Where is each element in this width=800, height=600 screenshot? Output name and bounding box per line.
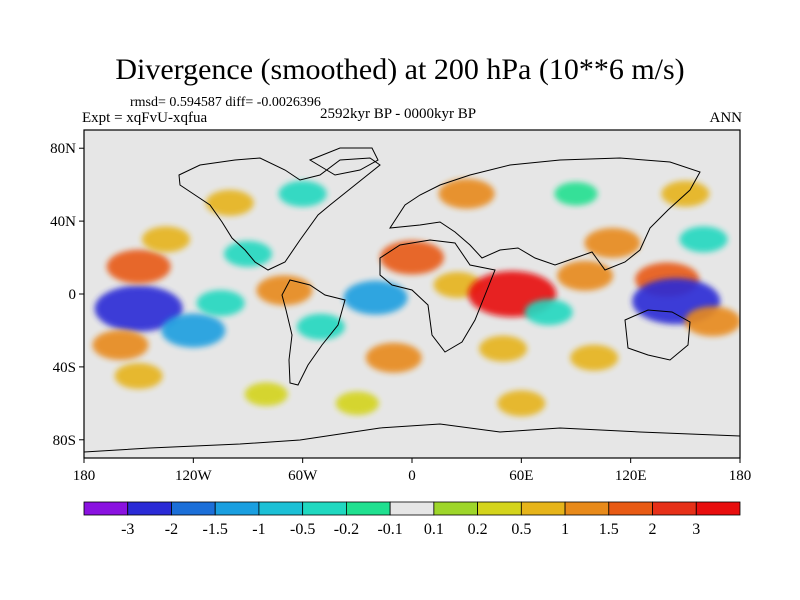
chart-title: Divergence (smoothed) at 200 hPa (10**6 … bbox=[115, 53, 685, 86]
anomaly-blob-30 bbox=[497, 390, 546, 417]
season-label: ANN bbox=[709, 110, 743, 126]
anomaly-blob-9 bbox=[343, 280, 408, 315]
x-tick-label-3: 0 bbox=[408, 468, 416, 484]
colorbar-swatch-10 bbox=[520, 501, 566, 516]
x-tick-label-4: 60E bbox=[509, 468, 533, 484]
colorbar-swatch-12 bbox=[608, 501, 653, 516]
colorbar-swatch-14 bbox=[695, 501, 741, 516]
coastlines bbox=[84, 147, 740, 453]
colorbar-label-5: -0.2 bbox=[334, 521, 359, 538]
x-tick-label-5: 120E bbox=[615, 468, 647, 484]
anomaly-blob-26 bbox=[205, 189, 254, 216]
colorbar-swatch-0 bbox=[83, 501, 129, 516]
colorbar-swatch-8 bbox=[433, 501, 479, 516]
anomaly-blob-20 bbox=[365, 342, 422, 373]
anomaly-blob-29 bbox=[335, 391, 379, 416]
y-tick-label-0: 80N bbox=[50, 141, 76, 157]
x-tick-label-2: 60W bbox=[288, 468, 318, 484]
anomaly-blob-22 bbox=[570, 344, 619, 371]
period-label: 2592kyr BP - 0000kyr BP bbox=[320, 106, 477, 122]
colorbar-swatch-2 bbox=[171, 501, 216, 516]
x-tick-label-1: 120W bbox=[175, 468, 213, 484]
x-tick-label-0: 180 bbox=[73, 468, 96, 484]
colorbar-label-3: -1 bbox=[252, 521, 265, 538]
anomaly-blob-10 bbox=[380, 240, 444, 275]
colorbar-label-12: 2 bbox=[649, 521, 657, 538]
coast-south-america bbox=[281, 279, 346, 386]
colorbar-swatch-9 bbox=[477, 501, 522, 516]
y-tick-label-2: 0 bbox=[69, 287, 77, 303]
y-tick-label-3: 40S bbox=[53, 360, 76, 376]
y-tick-label-4: 80S bbox=[53, 433, 76, 449]
anomaly-blob-25 bbox=[278, 180, 327, 207]
experiment-label: Expt = xqFvU-xqfua bbox=[82, 110, 208, 126]
anomaly-blob-19 bbox=[679, 226, 728, 253]
anomaly-blob-3 bbox=[106, 249, 171, 284]
colorbar-label-2: -1.5 bbox=[203, 521, 228, 538]
anomaly-blob-23 bbox=[114, 363, 163, 389]
colorbar-swatch-13 bbox=[652, 501, 697, 516]
colorbar-swatch-1 bbox=[127, 501, 172, 516]
coast-eurasia bbox=[389, 157, 701, 271]
coast-australia bbox=[624, 309, 691, 361]
coast-africa bbox=[379, 239, 496, 353]
anomaly-blob-14 bbox=[557, 260, 614, 291]
anomaly-blob-18 bbox=[684, 306, 740, 337]
colorbar-label-7: 0.1 bbox=[424, 521, 444, 538]
anomaly-blob-15 bbox=[584, 227, 641, 258]
coast-antarctica bbox=[84, 423, 740, 453]
x-axis: 180 120W 60W 0 60E 120E 180 bbox=[73, 458, 752, 484]
coast-greenland bbox=[308, 147, 379, 176]
colorbar-swatch-5 bbox=[302, 501, 347, 516]
anomaly-blob-5 bbox=[142, 226, 190, 253]
colorbar: -3 -2 -1.5 -1 -0.5 -0.2 -0.1 0.1 0.2 0.5 1 1.5 2 3 bbox=[83, 501, 741, 538]
colorbar-swatch-11 bbox=[564, 501, 610, 516]
y-tick-label-1: 40N bbox=[50, 214, 76, 230]
colorbar-label-11: 1.5 bbox=[599, 521, 619, 538]
anomaly-blob-4 bbox=[92, 330, 149, 361]
colorbar-swatch-4 bbox=[258, 501, 304, 516]
colorbar-label-9: 0.5 bbox=[511, 521, 531, 538]
colorbar-swatch-3 bbox=[214, 501, 260, 516]
anomaly-blob-2 bbox=[196, 290, 245, 317]
colorbar-label-10: 1 bbox=[561, 521, 569, 538]
anomaly-blob-1 bbox=[161, 313, 226, 348]
colorbar-swatch-6 bbox=[345, 501, 391, 516]
colorbar-label-0: -3 bbox=[121, 521, 134, 538]
anomaly-blob-13 bbox=[524, 299, 573, 326]
colorbar-label-1: -2 bbox=[165, 521, 178, 538]
anomaly-blob-28 bbox=[554, 181, 598, 206]
anomaly-blob-21 bbox=[479, 335, 528, 362]
colorbar-swatch-7 bbox=[389, 501, 435, 516]
coast-north-america bbox=[178, 157, 381, 271]
anomaly-blob-24 bbox=[438, 178, 495, 209]
anomaly-blob-8 bbox=[296, 313, 345, 340]
colorbar-label-6: -0.1 bbox=[377, 521, 402, 538]
anomaly-blob-31 bbox=[244, 382, 288, 407]
y-axis: 80N 40N 0 40S 80S bbox=[50, 141, 84, 449]
rmsd-diff-stats: rmsd= 0.594587 diff= -0.0026396 bbox=[130, 95, 321, 110]
x-tick-label-6: 180 bbox=[729, 468, 752, 484]
anomaly-blob-0 bbox=[94, 285, 183, 332]
colorbar-label-4: -0.5 bbox=[290, 521, 315, 538]
colorbar-label-13: 3 bbox=[692, 521, 700, 538]
colorbar-label-8: 0.2 bbox=[468, 521, 488, 538]
map-background bbox=[84, 130, 740, 458]
